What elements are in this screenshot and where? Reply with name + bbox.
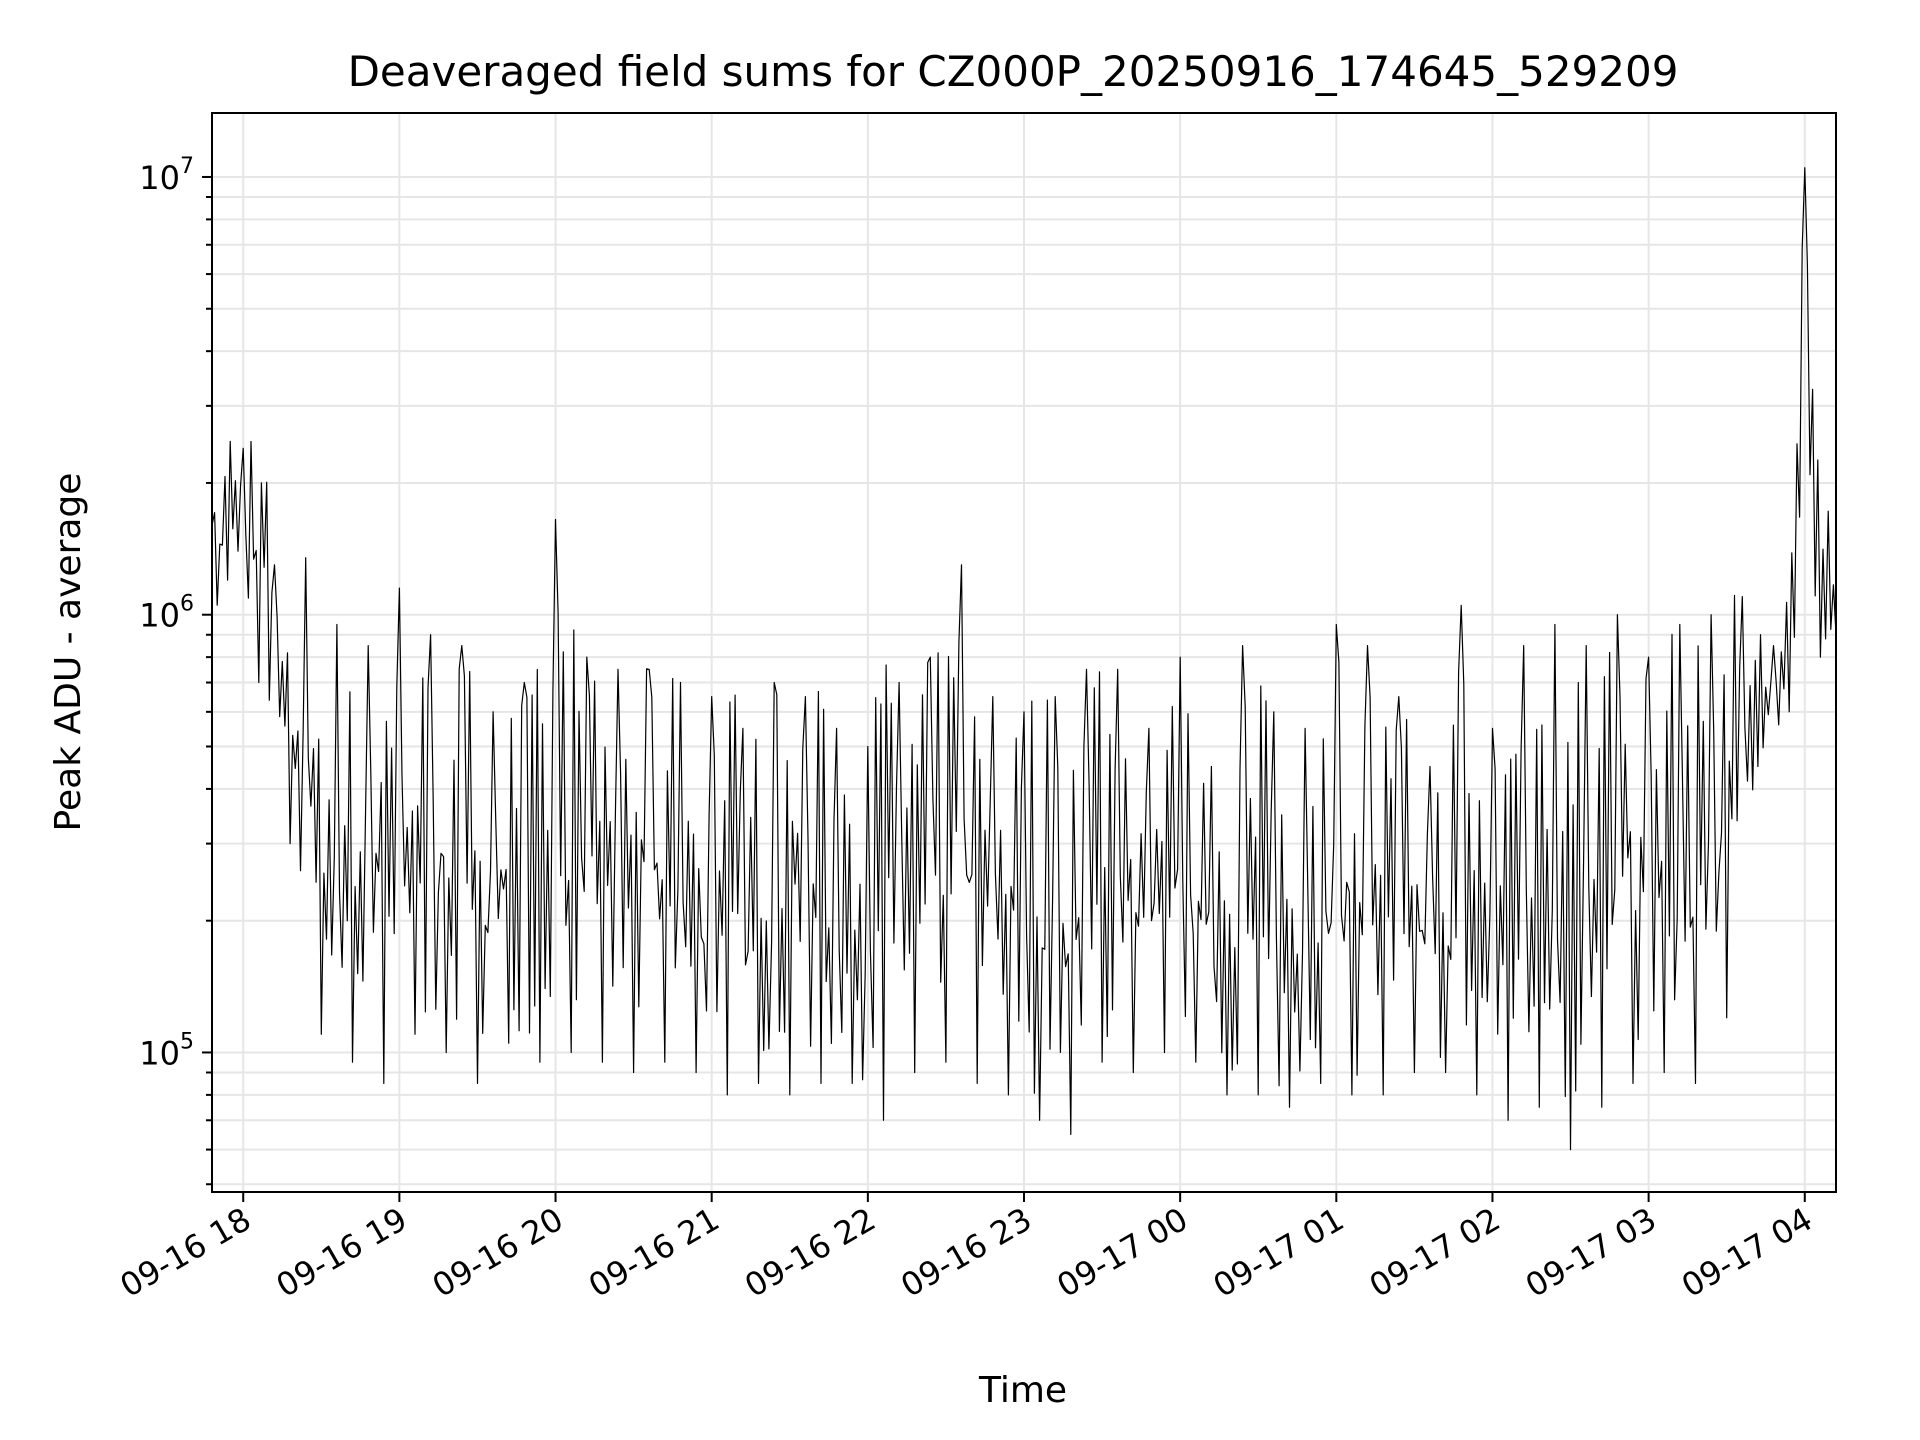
data-series	[211, 167, 1837, 1151]
y-tick-label: 107	[139, 154, 194, 197]
y-tick-label: 106	[139, 592, 194, 635]
series-line	[211, 167, 1837, 1151]
y-axis: 105 106 107	[139, 154, 212, 1186]
y-axis-label: Peak ADU - average	[48, 473, 89, 832]
y-tick-label: 105	[139, 1029, 194, 1072]
chart-title: Deaveraged field sums for CZ000P_2025091…	[348, 47, 1679, 96]
x-axis-label: Time	[978, 1370, 1067, 1411]
